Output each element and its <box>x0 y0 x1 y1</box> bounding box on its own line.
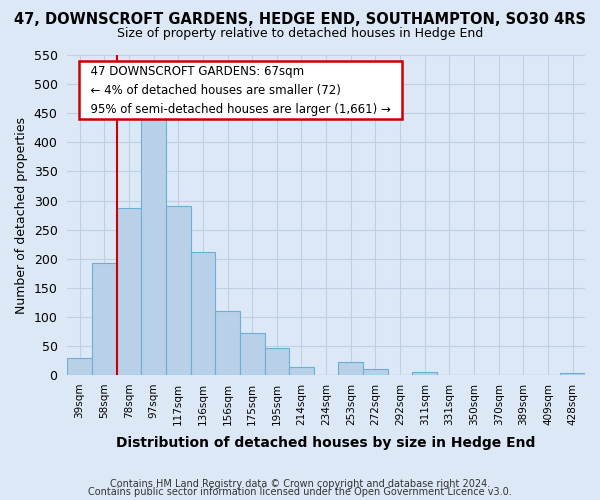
Y-axis label: Number of detached properties: Number of detached properties <box>15 116 28 314</box>
Bar <box>141 108 166 375</box>
Text: 47 DOWNSCROFT GARDENS: 67sqm
  ← 4% of detached houses are smaller (72)
  95% of: 47 DOWNSCROFT GARDENS: 67sqm ← 4% of det… <box>83 64 398 116</box>
Bar <box>166 206 191 375</box>
X-axis label: Distribution of detached houses by size in Hedge End: Distribution of detached houses by size … <box>116 436 536 450</box>
Bar <box>289 367 314 375</box>
Bar <box>67 358 92 375</box>
Text: Size of property relative to detached houses in Hedge End: Size of property relative to detached ho… <box>117 28 483 40</box>
Text: 47, DOWNSCROFT GARDENS, HEDGE END, SOUTHAMPTON, SO30 4RS: 47, DOWNSCROFT GARDENS, HEDGE END, SOUTH… <box>14 12 586 28</box>
Text: Contains public sector information licensed under the Open Government Licence v3: Contains public sector information licen… <box>88 487 512 497</box>
Text: Contains HM Land Registry data © Crown copyright and database right 2024.: Contains HM Land Registry data © Crown c… <box>110 479 490 489</box>
Bar <box>215 311 240 375</box>
Bar <box>412 372 437 375</box>
Bar <box>338 362 363 375</box>
Bar <box>560 373 585 375</box>
Bar <box>191 252 215 375</box>
Bar <box>240 332 265 375</box>
Bar <box>363 370 388 375</box>
Bar <box>92 263 116 375</box>
Bar <box>265 348 289 375</box>
Bar <box>116 208 141 375</box>
